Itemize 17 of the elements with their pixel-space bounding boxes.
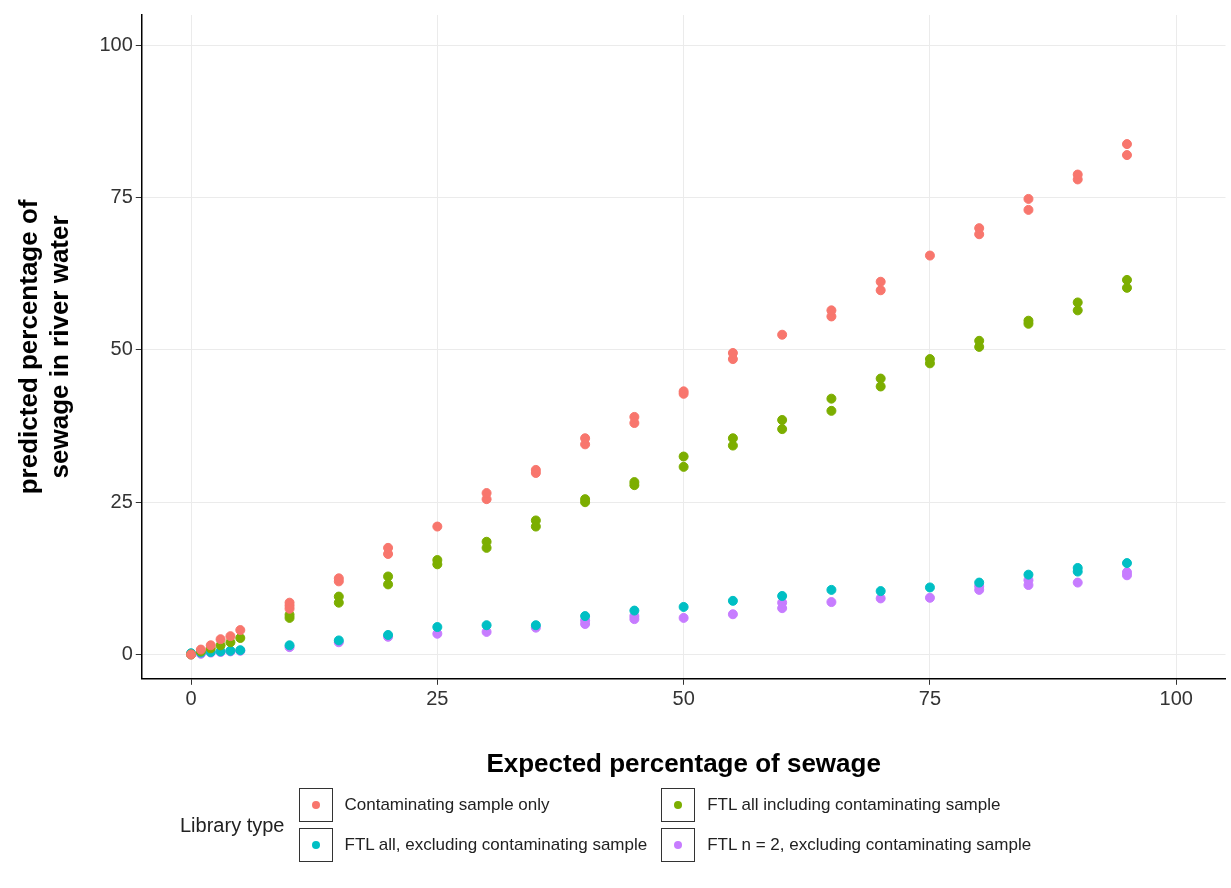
legend-title: Library type <box>180 813 285 837</box>
x-tick-label: 100 <box>1159 687 1193 710</box>
y-tick-label: 0 <box>121 641 133 664</box>
y-tick-label: 100 <box>99 32 133 55</box>
y-tick-label: 75 <box>110 185 133 208</box>
legend-label: FTL n = 2, excluding contaminating sample <box>707 835 1032 855</box>
y-axis-title: predicted percentage of sewage in river water <box>12 199 74 495</box>
legend-label: FTL all including contaminating sample <box>707 795 1001 815</box>
x-tick-label: 25 <box>426 687 449 710</box>
x-tick-label: 50 <box>672 687 695 710</box>
legend-label: Contaminating sample only <box>344 795 550 815</box>
x-tick-label: 75 <box>918 687 942 710</box>
x-tick-label: 0 <box>185 687 197 710</box>
y-tick-label: 25 <box>110 489 133 512</box>
x-axis-title: Expected percentage of sewage <box>486 747 881 778</box>
y-tick-label: 50 <box>110 337 133 360</box>
legend-label: FTL all, excluding contaminating sample <box>344 835 648 855</box>
